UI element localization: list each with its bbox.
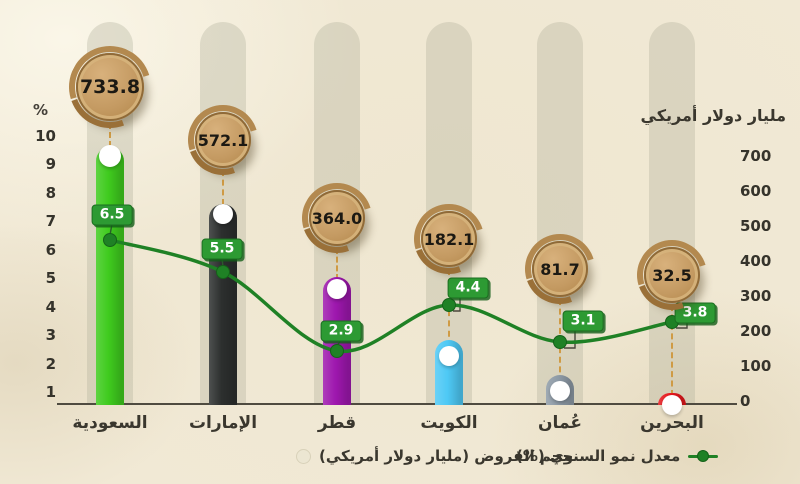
growth-value-badge-uae: 5.5 [201, 238, 243, 260]
category-label-bahrain: البحرين [640, 413, 704, 433]
growth-value-badge-oman: 3.1 [562, 310, 604, 332]
coin-connector-oman [559, 299, 561, 382]
left-axis-tick: 1 [45, 383, 56, 402]
loan-bar-saudi-arabia [96, 147, 124, 405]
left-axis-tick: 9 [45, 155, 56, 174]
loans-legend-label: حجم القروض (مليار دولار أمريكي) [319, 447, 574, 465]
legend-item-loans: حجم القروض (مليار دولار أمريكي) [296, 446, 573, 466]
loan-bar-uae [209, 203, 237, 405]
category-label-saudi-arabia: السعودية [72, 413, 148, 433]
right-axis-tick: 200 [740, 322, 772, 340]
right-axis-tick: 600 [740, 182, 772, 200]
bar-top-dot-saudi-arabia [99, 145, 121, 167]
loan-value-coin-uae: 572.1 [195, 112, 251, 168]
right-axis-tick: 100 [740, 357, 772, 375]
left-axis-tick: 2 [45, 354, 56, 373]
bar-top-dot-kuwait [439, 346, 459, 366]
growth-value-badge-qatar: 2.9 [320, 320, 362, 342]
category-label-kuwait: الكويت [420, 413, 478, 433]
right-axis-tick: 500 [740, 217, 772, 235]
loan-value-coin-kuwait: 182.1 [421, 211, 477, 267]
right-axis-tick: 300 [740, 287, 772, 305]
category-label-oman: عُمان [538, 413, 582, 433]
right-axis-tick: 0 [740, 392, 751, 410]
right-axis-title: مليار دولار أمريكي [640, 106, 786, 125]
growth-value-badge-kuwait: 4.4 [447, 277, 489, 299]
left-axis-tick: 7 [45, 212, 56, 231]
bar-top-dot-oman [550, 381, 570, 401]
loans-legend-marker-icon [296, 448, 311, 464]
loan-value-coin-bahrain: 32.5 [644, 247, 700, 303]
category-label-uae: الإمارات [188, 413, 258, 433]
left-axis-tick: 6 [45, 240, 56, 259]
growth-value-badge-saudi-arabia: 6.5 [91, 204, 133, 226]
bar-top-dot-qatar [327, 279, 347, 299]
left-axis-tick: 4 [45, 297, 56, 316]
bar-top-dot-uae [213, 204, 233, 224]
coin-connector-saudi-arabia [109, 123, 111, 147]
right-axis-tick: 400 [740, 252, 772, 270]
x-axis-line [57, 403, 737, 405]
legend-item-growth: معدل نمو السنوي (%) [516, 446, 719, 466]
growth-legend-label: معدل نمو السنوي (%) [516, 447, 681, 465]
growth-legend-dot-icon [697, 450, 710, 462]
left-axis-tick: 10 [35, 127, 56, 145]
coin-connector-uae [222, 170, 224, 205]
left-axis-tick: 5 [45, 269, 56, 288]
coin-connector-bahrain [671, 305, 673, 396]
loan-value-coin-oman: 81.7 [532, 241, 588, 297]
left-axis-tick: 3 [45, 326, 56, 345]
left-axis-tick: 8 [45, 183, 56, 202]
category-label-qatar: قطر [317, 413, 357, 433]
left-axis-unit-label: % [32, 101, 48, 119]
loan-value-coin-qatar: 364.0 [309, 190, 365, 246]
loan-value-coin-saudi-arabia: 733.8 [76, 53, 144, 121]
growth-legend-marker-icon [688, 450, 719, 462]
bar-top-dot-bahrain [662, 395, 682, 415]
right-axis-tick: 700 [740, 147, 772, 165]
